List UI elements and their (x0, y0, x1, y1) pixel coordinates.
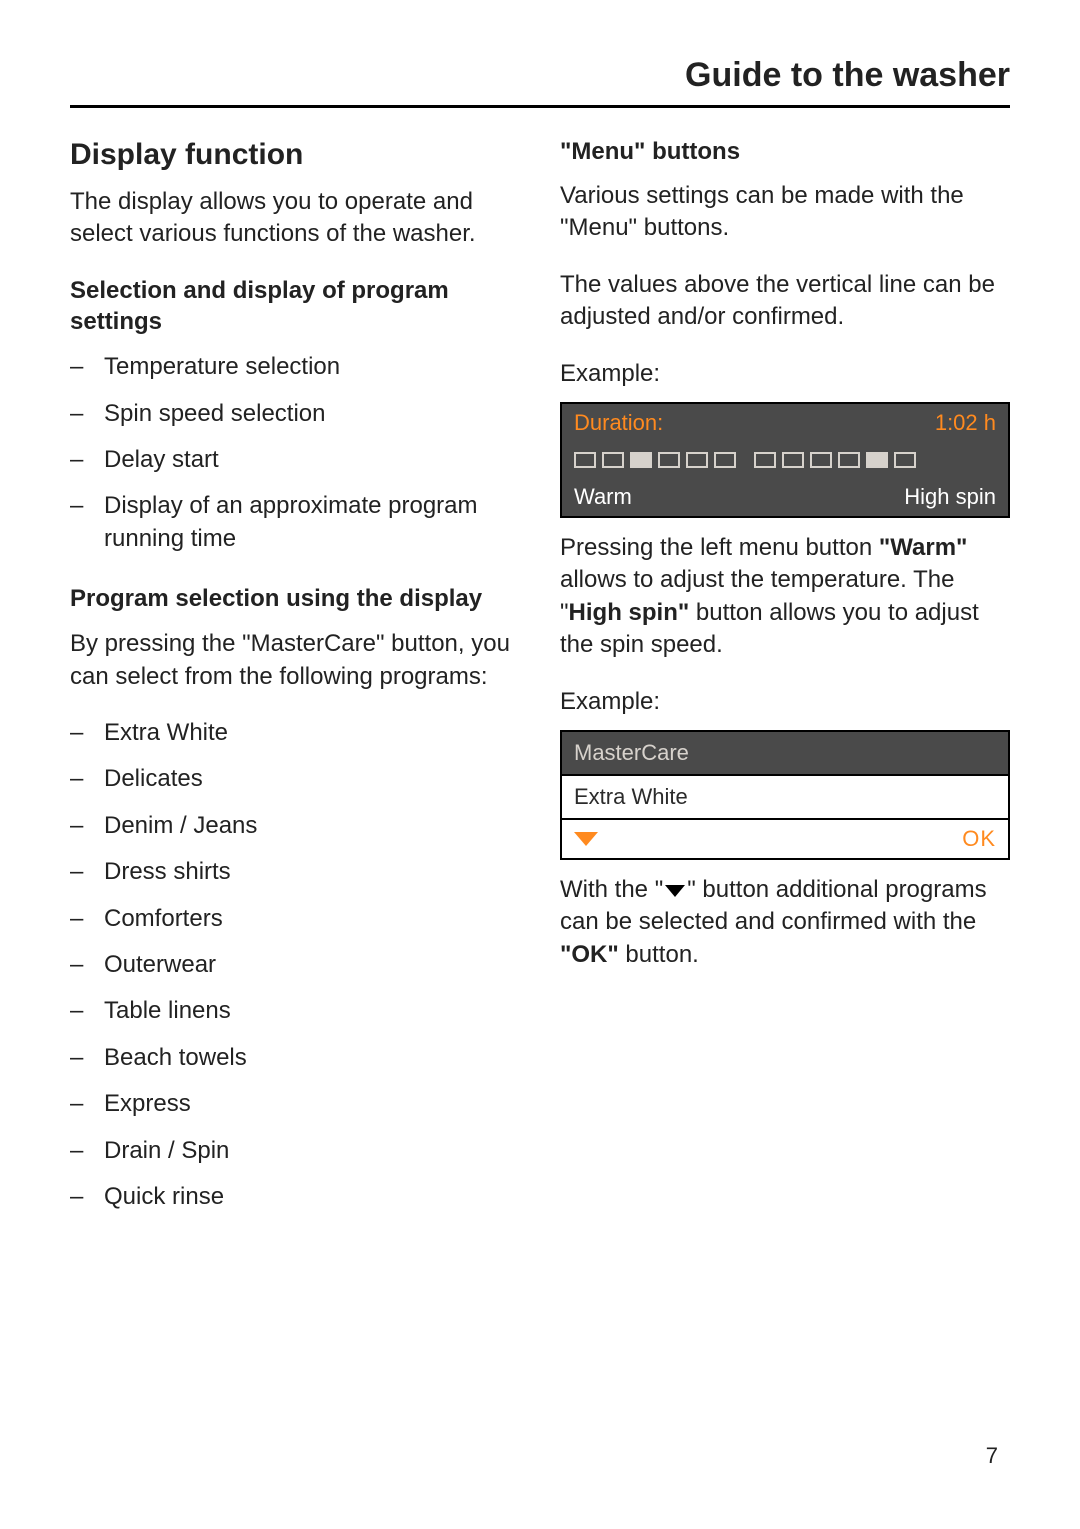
lcd-duration-label: Duration: (574, 410, 663, 436)
menu-buttons-heading: "Menu" buttons (560, 138, 1010, 166)
list-item: Display of an approximate program runnin… (70, 490, 520, 555)
lcd-highspin-button-label: High spin (904, 484, 996, 510)
right-column: "Menu" buttons Various settings can be m… (560, 138, 1010, 1241)
list-item: Drain / Spin (70, 1135, 520, 1167)
lcd2-caption: With the "" button additional programs c… (560, 874, 1010, 971)
settings-list: Temperature selection Spin speed selecti… (70, 351, 520, 555)
text-bold: High spin" (569, 599, 690, 626)
lcd-duration-value: 1:02 h (935, 410, 996, 436)
segment-icon (894, 452, 916, 468)
list-item: Delay start (70, 444, 520, 476)
list-item: Table linens (70, 995, 520, 1027)
list-item: Comforters (70, 903, 520, 935)
example-label-1: Example: (560, 358, 1010, 390)
lcd2-top-label: MasterCare (562, 732, 1008, 774)
segment-icon (686, 452, 708, 468)
down-arrow-icon (574, 832, 598, 846)
list-item: Beach towels (70, 1042, 520, 1074)
list-item: Spin speed selection (70, 398, 520, 430)
list-item: Express (70, 1088, 520, 1120)
list-item: Outerwear (70, 949, 520, 981)
display-function-heading: Display function (70, 138, 520, 172)
programs-list: Extra White Delicates Denim / Jeans Dres… (70, 717, 520, 1213)
lcd-warm-button-label: Warm (574, 484, 632, 510)
text-fragment: With the " (560, 876, 663, 903)
segment-group-left (574, 452, 736, 468)
segment-group-right (754, 452, 916, 468)
settings-subheading: Selection and display of program setting… (70, 275, 520, 337)
program-selection-subheading: Program selection using the display (70, 583, 520, 614)
segment-icon (754, 452, 776, 468)
text-bold: "Warm" (879, 534, 968, 561)
down-arrow-icon (665, 885, 685, 897)
lcd-segment-row (562, 442, 1008, 478)
lcd2-mid-label: Extra White (562, 774, 1008, 820)
text-fragment: Pressing the left menu button (560, 534, 879, 561)
list-item: Quick rinse (70, 1181, 520, 1213)
text-bold: "OK" (560, 941, 619, 968)
segment-icon (866, 452, 888, 468)
segment-icon (810, 452, 832, 468)
lcd1-caption: Pressing the left menu button "Warm" all… (560, 532, 1010, 662)
list-item: Dress shirts (70, 856, 520, 888)
content-columns: Display function The display allows you … (70, 138, 1010, 1241)
segment-icon (658, 452, 680, 468)
text-fragment: button. (619, 941, 699, 968)
lcd-display-mastercare: MasterCare Extra White OK (560, 730, 1010, 860)
lcd-display-duration: Duration: 1:02 h Warm High spin (560, 402, 1010, 518)
segment-icon (838, 452, 860, 468)
segment-icon (574, 452, 596, 468)
list-item: Temperature selection (70, 351, 520, 383)
page-title: Guide to the washer (70, 56, 1010, 108)
list-item: Denim / Jeans (70, 810, 520, 842)
segment-icon (602, 452, 624, 468)
menu-buttons-p2: The values above the vertical line can b… (560, 269, 1010, 334)
page-number: 7 (986, 1443, 998, 1469)
segment-icon (714, 452, 736, 468)
example-label-2: Example: (560, 686, 1010, 718)
segment-icon (630, 452, 652, 468)
mastercare-intro: By pressing the "MasterCare" button, you… (70, 628, 520, 693)
menu-buttons-p1: Various settings can be made with the "M… (560, 180, 1010, 245)
display-function-intro: The display allows you to operate and se… (70, 186, 520, 251)
segment-icon (782, 452, 804, 468)
left-column: Display function The display allows you … (70, 138, 520, 1241)
list-item: Extra White (70, 717, 520, 749)
lcd2-ok-label: OK (962, 826, 996, 852)
list-item: Delicates (70, 763, 520, 795)
